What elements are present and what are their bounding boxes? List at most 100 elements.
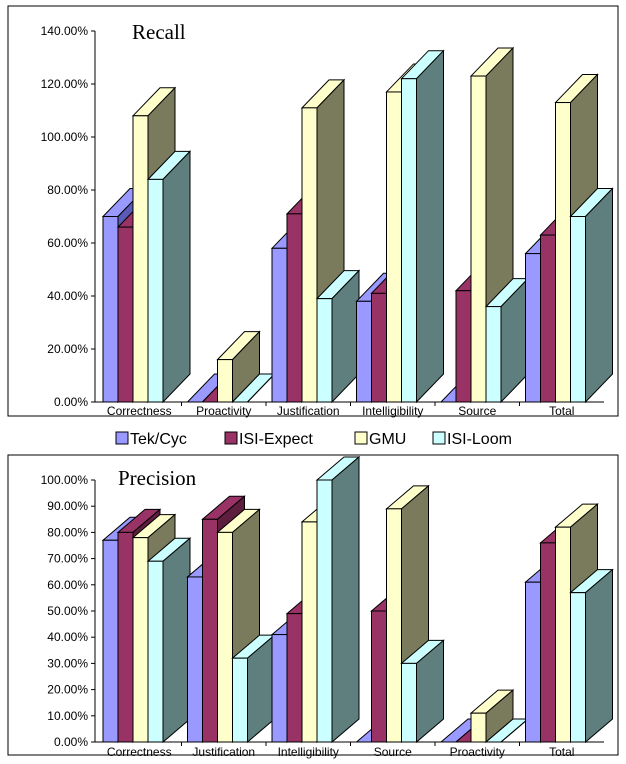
precision-bar-front-isi-expect <box>540 542 556 743</box>
precision-bar-front-isi-loom <box>570 592 586 743</box>
precision-y-tick-label: 10.00% <box>47 709 88 723</box>
legend-label-gmu: GMU <box>369 431 406 448</box>
recall-bar-side-isi-loom <box>162 150 191 404</box>
recall-bar-front-isi-loom <box>485 306 502 403</box>
precision-y-tick-label: 0.00% <box>54 735 88 749</box>
legend-swatch-tek-cyc <box>115 431 129 445</box>
recall-bar-front-gmu <box>470 75 487 403</box>
recall-category-label-justification: Justification <box>277 404 340 418</box>
precision-chart: Precision 0.00% 10.00% 20.00% 30.00% 40.00% 5… <box>7 454 619 759</box>
recall-bar-front-isi-loom <box>401 78 417 403</box>
recall-bar-front-tek-cyc <box>356 300 372 403</box>
legend-item-isi-expect: ISI-Expect <box>224 431 313 448</box>
precision-frame <box>7 454 619 756</box>
recall-plot: 0.00% 20.00% 40.00% 60.00% 80.00% 100.00% 120.… <box>41 24 614 418</box>
recall-chart: Recall 0.00% 20.00% 40.00% 60.00% 80.00% 100.… <box>7 5 619 418</box>
precision-category-label-justification: Justification <box>192 745 255 759</box>
legend-label-tek-cyc: Tek/Cyc <box>130 431 187 448</box>
recall-bar-gmu-proactivity <box>216 330 261 404</box>
recall-category-label-correctness: Correctness <box>107 404 172 418</box>
precision-bar-isi-loom-correctness <box>146 537 192 744</box>
precision-y-tick-label: 40.00% <box>47 630 88 644</box>
precision-bar-side-isi-loom <box>331 455 360 744</box>
recall-y-tick-label: 100.00% <box>41 130 89 144</box>
precision-y-tick-label: 20.00% <box>47 683 88 697</box>
precision-bar-front-tek-cyc <box>102 539 119 743</box>
recall-bar-isi-loom-source <box>484 277 530 404</box>
recall-category-label-proactivity: Proactivity <box>196 404 251 418</box>
recall-bar-front-gmu <box>217 359 233 403</box>
precision-bar-front-tek-cyc <box>271 634 288 743</box>
recall-y-tick-label: 60.00% <box>47 236 88 250</box>
precision-bar-front-isi-loom <box>401 662 417 743</box>
precision-y-tick-label: 100.00% <box>41 473 89 487</box>
recall-bar-front-isi-expect <box>371 292 387 403</box>
precision-y-tick-label: 80.00% <box>47 525 88 539</box>
legend-swatch-isi-expect <box>224 431 238 445</box>
recall-y-tick-label: 40.00% <box>47 289 88 303</box>
recall-category-label-total: Total <box>549 404 574 418</box>
precision-y-tick-label: 70.00% <box>47 552 88 566</box>
precision-bar-front-isi-expect <box>286 613 303 743</box>
precision-bar-gmu-proactivity <box>469 689 515 744</box>
precision-bar-front-gmu <box>217 531 233 743</box>
recall-bar-front-gmu <box>555 102 571 403</box>
recall-bar-front-gmu <box>386 91 402 403</box>
precision-plot: 0.00% 10.00% 20.00% 30.00% 40.00% 50.00% 60.00… <box>41 455 614 759</box>
precision-bar-front-gmu <box>555 526 571 743</box>
precision-y-tick-label: 50.00% <box>47 604 88 618</box>
recall-bar-front-tek-cyc <box>525 253 541 403</box>
recall-bar-front-gmu <box>301 107 318 403</box>
precision-y-tick-label: 90.00% <box>47 499 88 513</box>
recall-bar-isi-loom-correctness <box>146 150 192 404</box>
precision-bar-front-tek-cyc <box>187 576 203 743</box>
recall-bar-isi-loom-intelligibility <box>400 49 445 404</box>
recall-y-tick-label: 80.00% <box>47 183 88 197</box>
legend-swatch-gmu <box>354 431 368 445</box>
recall-y-tick-label: 0.00% <box>54 395 88 409</box>
legend-item-gmu: GMU <box>354 431 406 448</box>
precision-bar-side-isi-loom <box>585 568 613 744</box>
recall-y-tick-label: 120.00% <box>41 77 89 91</box>
recall-bar-front-gmu <box>132 115 149 403</box>
precision-bar-front-gmu <box>386 508 402 743</box>
legend-swatch-isi-loom <box>432 431 446 445</box>
precision-bar-front-gmu <box>301 521 318 743</box>
recall-bar-side-isi-loom <box>585 187 613 404</box>
precision-y-tick-label: 30.00% <box>47 656 88 670</box>
legend-label-isi-loom: ISI-Loom <box>447 431 512 448</box>
precision-y-tick-label: 60.00% <box>47 578 88 592</box>
precision-bar-isi-loom-intelligibility <box>315 455 361 744</box>
precision-bar-side-isi-loom <box>162 537 191 744</box>
precision-bar-front-isi-expect <box>117 531 134 743</box>
precision-bar-front-gmu <box>132 537 149 743</box>
recall-frame <box>7 5 619 417</box>
recall-bar-front-isi-expect <box>286 213 303 403</box>
precision-bar-front-isi-expect <box>371 610 387 743</box>
precision-bar-front-isi-loom <box>316 479 333 743</box>
recall-category-label-intelligibility: Intelligibility <box>362 404 423 418</box>
recall-bar-isi-loom-total <box>569 187 614 404</box>
recall-bar-front-isi-expect <box>455 290 472 403</box>
legend-item-tek-cyc: Tek/Cyc <box>115 431 187 448</box>
precision-bar-front-tek-cyc <box>525 581 541 743</box>
recall-category-label-source: Source <box>458 404 496 418</box>
recall-bar-front-tek-cyc <box>271 247 288 403</box>
precision-category-label-source: Source <box>374 745 412 759</box>
precision-title: Precision <box>118 466 197 490</box>
recall-bar-front-isi-loom <box>570 216 586 403</box>
precision-bar-isi-loom-source <box>400 639 445 744</box>
recall-bar-front-isi-loom <box>316 298 333 403</box>
recall-bar-front-isi-expect <box>540 234 556 403</box>
precision-bar-front-isi-loom <box>147 560 164 743</box>
legend-item-isi-loom: ISI-Loom <box>432 431 512 448</box>
precision-category-label-intelligibility: Intelligibility <box>278 745 339 759</box>
recall-bar-front-isi-loom <box>147 178 164 403</box>
recall-y-tick-label: 20.00% <box>47 342 88 356</box>
recall-bar-front-tek-cyc <box>102 216 119 403</box>
legend: Tek/Cyc ISI-Expect GMU ISI-Loom <box>115 431 512 448</box>
precision-category-label-proactivity: Proactivity <box>450 745 505 759</box>
recall-y-tick-label: 140.00% <box>41 24 89 38</box>
